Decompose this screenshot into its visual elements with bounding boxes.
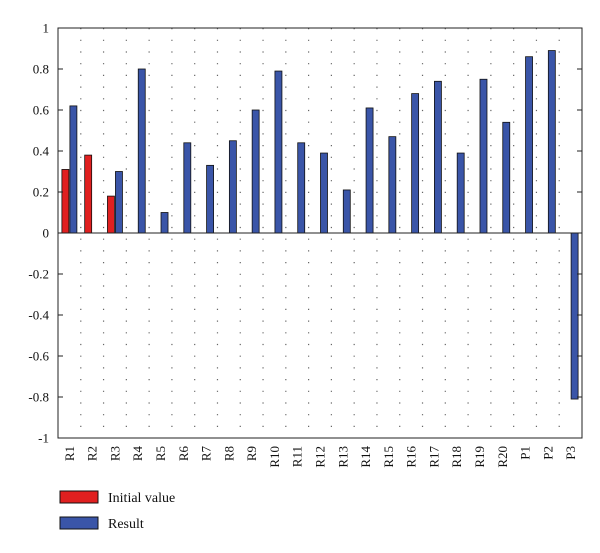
bar-result-r7 xyxy=(206,164,214,234)
bar-result-r18 xyxy=(456,152,465,234)
x-tick-label: R16 xyxy=(404,446,419,468)
bar-result-r10 xyxy=(274,70,283,234)
y-tick-label: 1 xyxy=(43,21,50,36)
legend-swatch-initial xyxy=(59,490,99,504)
bar-result-r9 xyxy=(251,109,260,234)
bar-result-r5 xyxy=(160,212,169,234)
bar-result-r15 xyxy=(388,136,397,234)
x-tick-label: R6 xyxy=(176,446,191,462)
bar-result-r17 xyxy=(434,80,442,234)
y-tick-label: -0.6 xyxy=(28,349,49,364)
y-tick-label: 0.2 xyxy=(33,185,49,200)
legend-label-result: Result xyxy=(108,517,144,532)
x-tick-label: R9 xyxy=(244,446,259,461)
x-tick-label: R10 xyxy=(267,446,282,468)
x-tick-label: R4 xyxy=(130,446,145,462)
x-tick-label: P2 xyxy=(540,446,555,460)
y-tick-label: 0 xyxy=(43,226,50,241)
bar-initial-r2 xyxy=(84,154,93,234)
bar-result-r8 xyxy=(228,140,237,234)
bar-result-r6 xyxy=(183,142,192,234)
bar-result-r14 xyxy=(365,107,374,234)
bars-group xyxy=(61,50,579,400)
x-tick-labels: R1 R2 R3 R4 R5 R6 R7 R8 R9 R10 R11 R12 R13 R14 R15 R16 R… xyxy=(62,446,578,468)
y-tick-label: -0.4 xyxy=(28,308,49,323)
bar-result-p1 xyxy=(525,56,533,234)
x-tick-label: R18 xyxy=(449,446,464,468)
y-tick-label: 0.4 xyxy=(33,144,50,159)
y-tick-label: -0.2 xyxy=(28,267,49,282)
legend: Initial value Result xyxy=(59,490,175,532)
x-tick-label: R5 xyxy=(153,446,168,461)
y-tick-label: 0.8 xyxy=(33,62,49,77)
y-tick-labels: 1 0.8 0.6 0.4 0.2 0 -0.2 -0.4 -0.6 -0.8 -1 xyxy=(28,21,49,446)
x-tick-label: R2 xyxy=(85,446,100,461)
y-tick-label: -0.8 xyxy=(28,390,49,405)
y-tick-label: -1 xyxy=(38,431,49,446)
bar-result-r16 xyxy=(411,93,420,234)
bar-result-r12 xyxy=(320,152,328,234)
x-tick-label: R17 xyxy=(426,446,441,468)
bar-result-r20 xyxy=(502,121,511,234)
legend-label-initial: Initial value xyxy=(108,491,175,506)
x-tick-label: R8 xyxy=(221,446,236,461)
x-tick-label: R1 xyxy=(62,446,77,461)
bar-result-r4 xyxy=(137,68,146,234)
x-tick-label: R14 xyxy=(358,446,373,468)
bar-result-r13 xyxy=(342,189,351,234)
axes-group xyxy=(57,27,583,439)
x-tick-label: P3 xyxy=(563,446,578,460)
bar-result-r19 xyxy=(479,78,488,234)
x-tick-label: R11 xyxy=(290,446,305,467)
bar-result-r1 xyxy=(69,105,78,234)
y-tick-label: 0.6 xyxy=(33,103,50,118)
bar-result-r3 xyxy=(115,171,123,234)
x-tick-label: R15 xyxy=(381,446,396,468)
x-tick-label: R19 xyxy=(472,446,487,468)
x-tick-label: R3 xyxy=(107,446,122,461)
bar-result-p3 xyxy=(570,232,579,400)
bar-result-p2 xyxy=(547,50,556,234)
x-tick-label: R13 xyxy=(335,446,350,468)
x-tick-label: R12 xyxy=(313,446,328,468)
x-tick-label: R20 xyxy=(495,446,510,468)
legend-swatch-result xyxy=(59,516,99,530)
x-tick-label: P1 xyxy=(518,446,533,460)
bar-initial-r1 xyxy=(61,169,70,234)
bar-result-r11 xyxy=(297,142,306,234)
bar-initial-r3 xyxy=(107,195,115,234)
x-tick-label: R7 xyxy=(199,446,214,462)
